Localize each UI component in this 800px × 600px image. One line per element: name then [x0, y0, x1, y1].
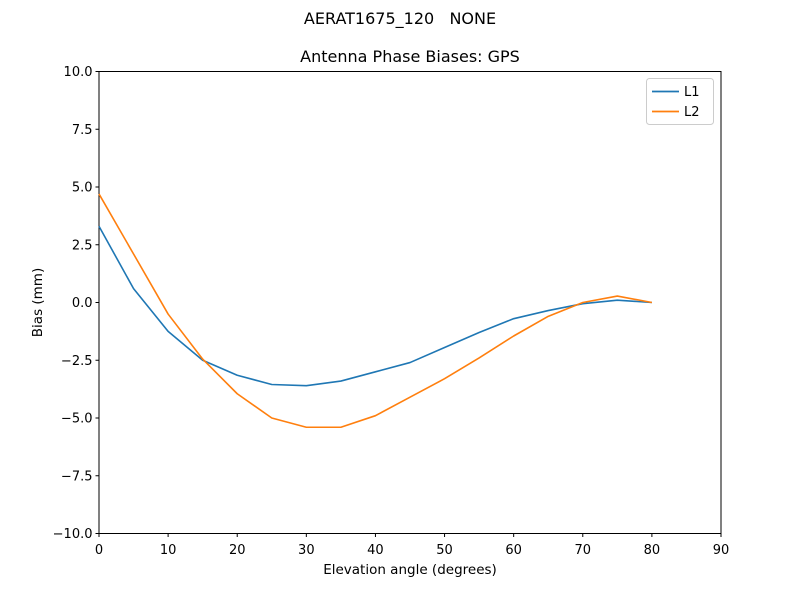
x-tick-label: 90: [713, 543, 730, 558]
y-axis-label: Bias (mm): [30, 268, 46, 337]
y-tick-label: 2.5: [72, 238, 93, 253]
y-tick-label: −10.0: [53, 527, 93, 542]
x-tick-label: 60: [505, 543, 522, 558]
x-tick-label: 10: [160, 543, 177, 558]
y-tick-label: −2.5: [61, 354, 93, 369]
x-axis-label: Elevation angle (degrees): [323, 562, 497, 578]
x-tick-label: 30: [298, 543, 315, 558]
x-tick-label: 50: [436, 543, 453, 558]
y-tick-label: 0.0: [72, 296, 93, 311]
y-tick-label: −7.5: [61, 469, 93, 484]
y-axis-ticks: −10.0 −7.5 −5.0 −2.5 0.0 2.5 5.0 7.5 10.0: [53, 65, 99, 542]
x-tick-label: 70: [575, 543, 592, 558]
y-tick-label: 10.0: [64, 65, 93, 80]
series-lines: [98, 193, 653, 429]
x-tick-label: 40: [367, 543, 384, 558]
x-tick-label: 80: [644, 543, 661, 558]
chart-title: Antenna Phase Biases: GPS: [300, 47, 520, 66]
legend-box: [646, 78, 714, 125]
y-tick-label: −5.0: [61, 412, 93, 427]
x-tick-label: 20: [229, 543, 246, 558]
legend-label-l1: L1: [684, 85, 700, 100]
plot-area: [98, 71, 722, 534]
series-line-l1: [98, 225, 652, 387]
y-tick-label: 5.0: [72, 181, 93, 196]
x-tick-label: 0: [95, 543, 103, 558]
x-axis-ticks: 0 10 20 30 40 50 60 70 80 90: [95, 533, 730, 558]
legend: L1 L2: [646, 78, 714, 125]
figure-suptitle: AERAT1675_120 NONE: [304, 9, 496, 29]
y-tick-label: 7.5: [72, 123, 93, 138]
series-line-l2: [98, 193, 653, 429]
legend-label-l2: L2: [684, 105, 700, 120]
